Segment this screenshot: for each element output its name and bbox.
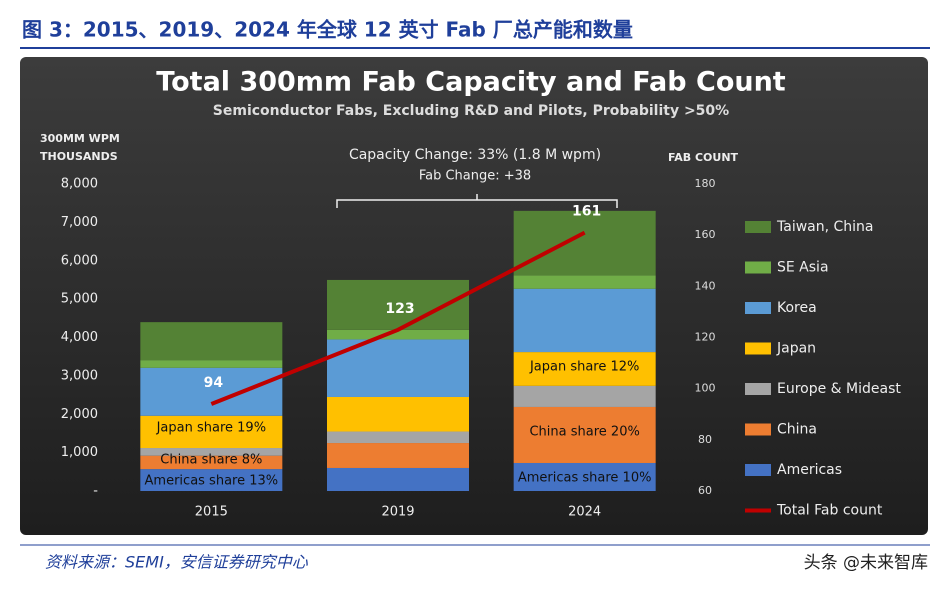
x-tick-label: 2024 <box>568 505 601 520</box>
legend-swatch <box>745 423 771 436</box>
bar-segment <box>327 443 469 468</box>
y2-tick-label: 180 <box>695 177 716 190</box>
legend-swatch <box>745 221 771 233</box>
legend-swatch <box>745 302 771 314</box>
bar-segment <box>140 360 283 368</box>
y-tick-label: 8,000 <box>61 177 98 192</box>
legend-label: Korea <box>777 300 817 316</box>
y-tick-label: - <box>93 484 98 499</box>
y2-tick-label: 80 <box>698 433 712 446</box>
x-tick-label: 2019 <box>381 505 414 520</box>
y-tick-label: 3,000 <box>61 368 98 383</box>
bar-segment <box>140 367 283 416</box>
bar-segment <box>140 322 283 361</box>
bar-segment <box>327 467 469 491</box>
fab-count-line <box>210 230 586 406</box>
bar-segment <box>140 469 283 491</box>
bar-segment <box>140 448 283 456</box>
legend-label: SE Asia <box>777 260 829 276</box>
legend-label: Americas <box>777 462 842 478</box>
y-tick-label: 2,000 <box>61 407 98 422</box>
y2-tick-label: 120 <box>695 331 716 344</box>
bar-segment <box>513 288 656 353</box>
y-tick-label: 7,000 <box>61 215 98 230</box>
bar-note: Americas share 10% <box>518 471 652 486</box>
bar-segment <box>513 275 656 289</box>
bracket <box>336 194 618 208</box>
chart-subtitle: Semiconductor Fabs, Excluding R&D and Pi… <box>213 103 729 119</box>
legend-swatch <box>745 261 771 274</box>
figure-header: 图 3：2015、2019、2024 年全球 12 英寸 Fab 厂总产能和数量 <box>22 18 633 42</box>
legend-label: Japan <box>776 341 816 357</box>
y-tick-label: 1,000 <box>61 445 98 460</box>
legend-label: Total Fab count <box>776 503 883 519</box>
bar-segment <box>327 431 469 444</box>
legend-label: Europe & Mideast <box>777 381 901 397</box>
y2-axis-title: FAB COUNT <box>668 151 739 164</box>
y-tick-label: 5,000 <box>61 292 98 307</box>
bar-note: China share 20% <box>529 425 639 440</box>
y-tick-label: 6,000 <box>61 253 98 268</box>
y2-tick-label: 100 <box>695 382 716 395</box>
y-axis-title: THOUSANDS <box>40 150 118 163</box>
bar-segment <box>513 385 656 407</box>
annotation: Fab Change: +38 <box>419 169 531 184</box>
y-axis-title: 300MM WPM <box>40 132 120 145</box>
bar-segment <box>513 406 656 463</box>
bar-segment <box>140 455 283 470</box>
legend-swatch <box>745 383 771 395</box>
watermark: 头条 @未来智库 <box>804 553 928 573</box>
data-label: 161 <box>572 204 601 220</box>
legend-swatch <box>745 342 771 355</box>
bar-segment <box>513 210 656 276</box>
legend-label: Taiwan, China <box>776 219 874 235</box>
bar-segment <box>327 396 469 432</box>
bar-note: Japan share 19% <box>156 421 266 436</box>
chart-title: Total 300mm Fab Capacity and Fab Count <box>156 67 786 98</box>
legend-swatch <box>745 464 771 476</box>
source-note: 资料来源：SEMI，安信证券研究中心 <box>45 553 309 572</box>
y2-tick-label: 140 <box>695 279 716 292</box>
bar-segment <box>513 462 656 491</box>
data-label: 94 <box>204 375 224 391</box>
bar-segment <box>140 415 283 449</box>
legend-label: China <box>777 422 817 438</box>
data-label: 123 <box>385 301 414 317</box>
bar-segment <box>513 352 656 386</box>
bar-note: Japan share 12% <box>529 360 639 375</box>
bar-note: Americas share 13% <box>145 474 279 489</box>
bar-segment <box>327 329 469 340</box>
y2-tick-label: 160 <box>695 228 716 241</box>
y2-tick-label: 60 <box>698 484 712 497</box>
annotation: Capacity Change: 33% (1.8 M wpm) <box>349 147 601 163</box>
y-tick-label: 4,000 <box>61 330 98 345</box>
bar-note: China share 8% <box>160 453 262 468</box>
x-tick-label: 2015 <box>195 505 228 520</box>
